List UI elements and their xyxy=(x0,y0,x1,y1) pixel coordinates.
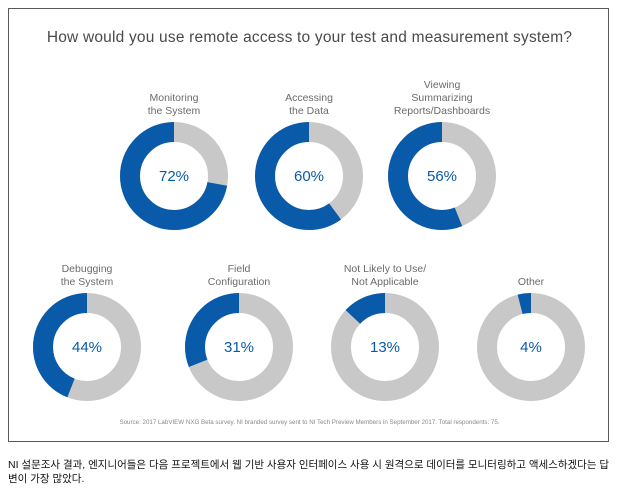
donut-label: Other xyxy=(451,276,611,289)
donut-label-line: Summarizing xyxy=(411,92,473,104)
donut-percentage: 72% xyxy=(159,168,189,185)
donut-percentage: 56% xyxy=(427,168,457,185)
chart-source-note: Source: 2017 LabVIEW NXG Beta survey. NI… xyxy=(119,419,500,426)
donut-label-line: Configuration xyxy=(207,276,271,288)
donut-label: Monitoring the System xyxy=(94,92,254,118)
donut-label-line: the System xyxy=(147,105,201,117)
donut-5: Field Configuration 31% xyxy=(179,263,299,407)
donut-percentage: 44% xyxy=(72,339,102,356)
donut-percentage: 60% xyxy=(294,168,324,185)
donut-label: Viewing Summarizing Reports/Dashboards xyxy=(362,79,522,118)
donut-label-line: Field xyxy=(227,263,251,275)
donut-label-line: Not Applicable xyxy=(351,276,419,288)
donut-label-line: Not Likely to Use/ xyxy=(343,263,427,275)
donut-svg: 56% xyxy=(388,122,496,230)
donut-label-line: Reports/Dashboards xyxy=(393,105,491,117)
figure-caption: NI 설문조사 결과, 엔지니어들은 다음 프로젝트에서 웹 기반 사용자 인터… xyxy=(8,459,610,485)
donut-percentage: 13% xyxy=(370,339,400,356)
donut-label-line: Other xyxy=(517,276,545,288)
donut-value-arc xyxy=(477,293,585,401)
donut-value-arc xyxy=(255,122,363,230)
donut-label: Not Likely to Use/Not Applicable xyxy=(305,263,465,289)
donut-svg: 72% xyxy=(120,122,228,230)
chart-title: How would you use remote access to your … xyxy=(46,29,573,46)
donut-6: Not Likely to Use/Not Applicable 13% xyxy=(325,263,445,407)
donut-svg: 60% xyxy=(255,122,363,230)
donut-label: Accessing the Data xyxy=(229,92,389,118)
donut-4: Debugging the System 44% xyxy=(27,263,147,407)
donut-percentage: 31% xyxy=(224,339,254,356)
donut-svg: 4% xyxy=(477,293,585,401)
donut-label-line: Debugging xyxy=(61,263,113,275)
donut-value-arc xyxy=(33,293,141,401)
donut-label-line: Monitoring xyxy=(149,92,199,104)
donut-svg: 13% xyxy=(331,293,439,401)
donut-2: Accessing the Data 60% xyxy=(249,92,369,236)
chart-frame: How would you use remote access to your … xyxy=(8,8,609,442)
donut-label-line: Viewing xyxy=(423,79,461,91)
donut-7: Other 4% xyxy=(471,276,591,407)
donut-svg: 44% xyxy=(33,293,141,401)
donut-1: Monitoring the System 72% xyxy=(114,92,234,236)
donut-value-arc xyxy=(185,293,293,401)
donut-svg: 31% xyxy=(185,293,293,401)
donut-value-arc xyxy=(331,293,439,401)
donut-label-line: the Data xyxy=(289,105,329,117)
donut-value-arc xyxy=(388,122,496,230)
donut-label: Field Configuration xyxy=(159,263,319,289)
donut-3: Viewing Summarizing Reports/Dashboards 56% xyxy=(382,79,502,236)
donut-percentage: 4% xyxy=(520,339,542,356)
donut-value-arc xyxy=(120,122,228,230)
donut-label-line: the System xyxy=(60,276,114,288)
donut-label-line: Accessing xyxy=(285,92,333,104)
donut-label: Debugging the System xyxy=(7,263,167,289)
